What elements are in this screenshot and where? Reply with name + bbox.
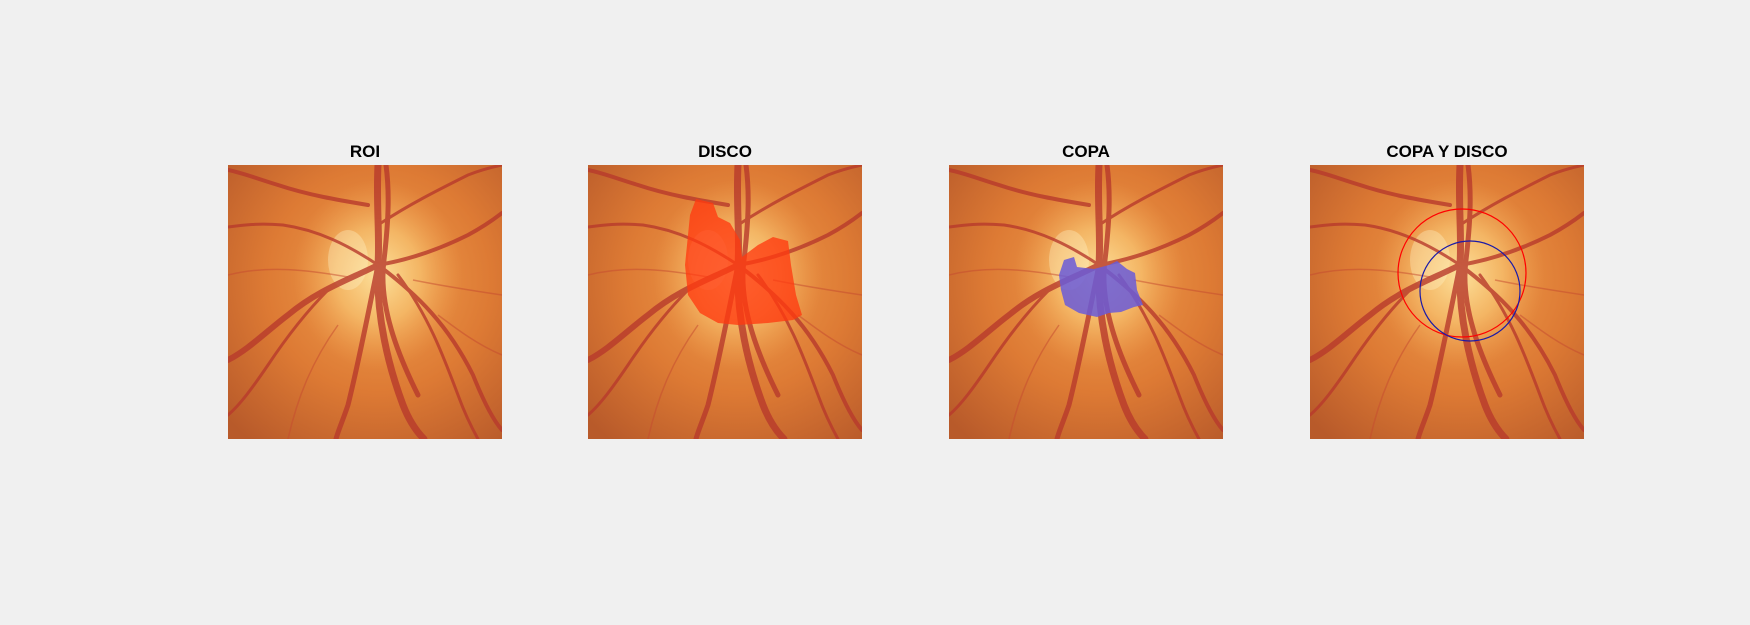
panel-title-disco: DISCO: [698, 142, 752, 161]
cup-segmentation-overlay: [1059, 257, 1143, 317]
panel-disco: DISCO: [588, 140, 862, 440]
disc-contour-circle: [1397, 208, 1527, 338]
panel-copa-y-disco: COPA Y DISCO: [1310, 140, 1584, 440]
roi-fundus-image: [228, 165, 502, 439]
panel-title-copa: COPA: [1062, 142, 1110, 161]
disc-segmentation-overlay: [685, 199, 802, 325]
disco-fundus-image: [588, 165, 862, 439]
panel-title-copa-y-disco: COPA Y DISCO: [1386, 142, 1508, 161]
panel-copa: COPA: [949, 140, 1223, 440]
panel-roi: ROI: [228, 140, 502, 440]
cup-contour-circle: [1419, 240, 1521, 342]
copa-y-disco-fundus-image: [1310, 165, 1584, 439]
copa-fundus-image: [949, 165, 1223, 439]
panel-title-roi: ROI: [349, 142, 381, 161]
